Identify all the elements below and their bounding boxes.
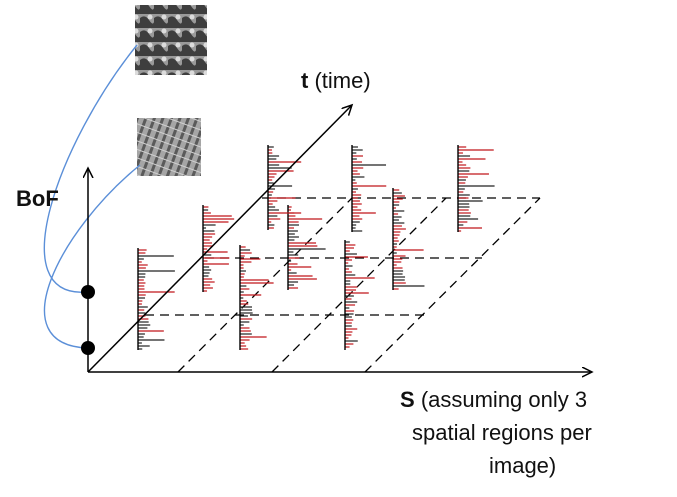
time-axis <box>87 105 352 373</box>
time-label: t (time) <box>301 68 371 93</box>
time-symbol: t <box>301 68 309 93</box>
bof-label: BoF <box>16 186 59 211</box>
link-curve <box>43 164 141 349</box>
dot <box>81 341 95 355</box>
space-line: (assuming only 3 <box>421 387 587 412</box>
frame-thumbnail <box>135 5 207 75</box>
histograms <box>137 145 495 350</box>
frame-thumbnail <box>137 118 201 176</box>
space-symbol: S <box>400 387 415 412</box>
space-line: spatial regions per <box>412 420 592 445</box>
space-line: image) <box>489 453 556 478</box>
link-curve <box>43 44 138 293</box>
grid <box>145 197 541 373</box>
time-name: (time) <box>314 68 370 93</box>
dot <box>81 285 95 299</box>
space-label: S (assuming only 3 <box>400 387 587 412</box>
